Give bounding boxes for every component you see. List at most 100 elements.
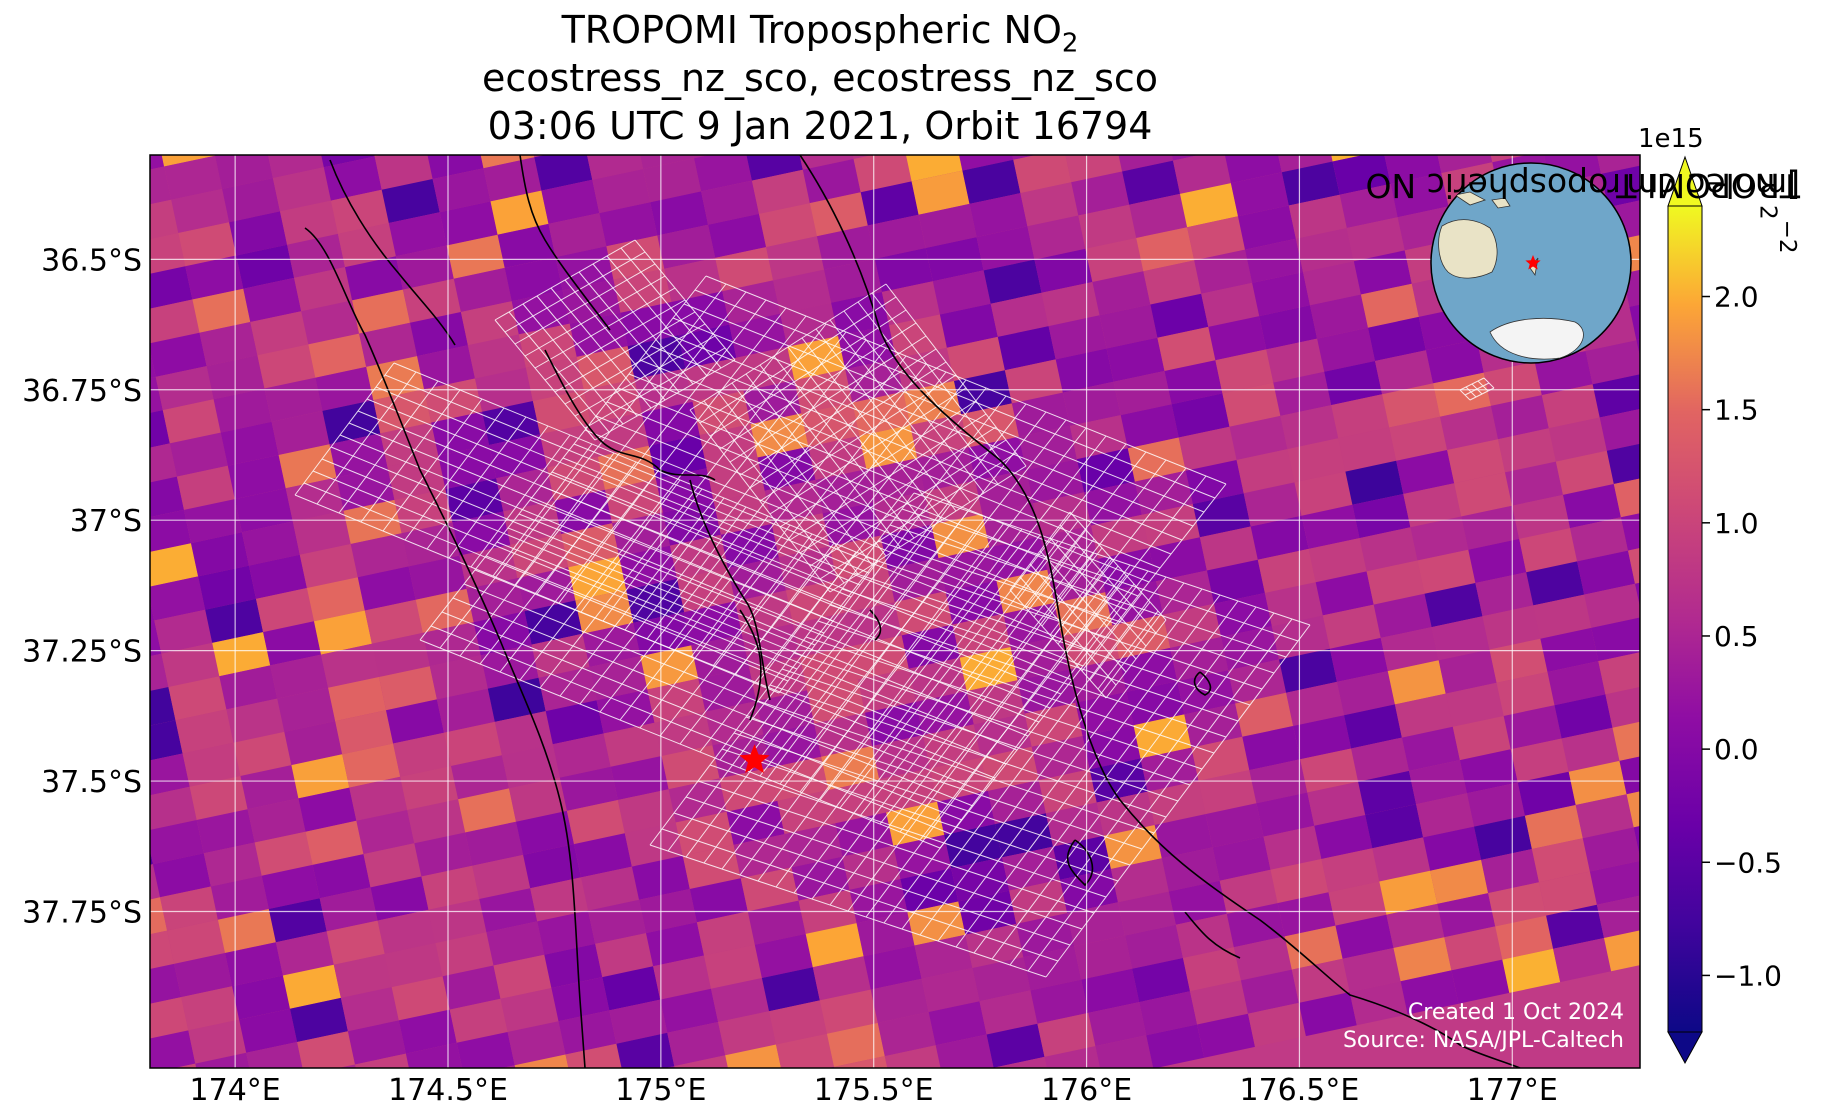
- no2-pixel: [1452, 716, 1511, 761]
- no2-pixel: [751, 169, 810, 214]
- no2-pixel: [1089, 758, 1148, 803]
- no2-pixel: [421, 865, 480, 910]
- colorbar-tick-label: −1.0: [1714, 959, 1782, 992]
- no2-pixel: [1568, 760, 1627, 805]
- no2-pixel: [287, 233, 345, 278]
- no2-pixel: [150, 720, 183, 761]
- no2-pixel: [268, 898, 327, 943]
- no2-pixel: [349, 776, 408, 821]
- colorbar-gradient: [1668, 206, 1702, 1032]
- no2-pixel: [1273, 371, 1332, 416]
- no2-pixel: [1315, 571, 1374, 616]
- no2-pixel: [1310, 294, 1368, 339]
- no2-pixel: [232, 975, 290, 1020]
- no2-pixel: [972, 957, 1031, 1002]
- no2-pixel: [999, 83, 1057, 127]
- no2-pixel: [1635, 582, 1640, 608]
- no2-pixel: [1373, 593, 1432, 638]
- no2-pixel: [1503, 705, 1562, 750]
- no2-pixel: [1570, 517, 1628, 562]
- no2-pixel: [715, 247, 774, 292]
- no2-pixel: [1694, 352, 1752, 396]
- no2-pixel: [479, 888, 538, 933]
- no2-pixel: [1281, 161, 1340, 206]
- no2-pixel: [511, 290, 570, 335]
- no2-pixel: [150, 600, 155, 622]
- x-axis-ticks: 174°E 174.5°E 175°E 175.5°E 176°E 176.5°E 177°…: [190, 1073, 1558, 1108]
- no2-pixel: [205, 598, 264, 643]
- no2-pixel: [1294, 471, 1353, 516]
- no2-pixel: [905, 155, 963, 182]
- no2-pixel: [842, 845, 901, 890]
- no2-pixel: [299, 544, 358, 588]
- no2-pixel: [438, 445, 497, 490]
- no2-pixel: [800, 646, 858, 691]
- no2-pixel: [592, 169, 651, 214]
- no2-pixel: [256, 588, 314, 633]
- no2-pixel: [1461, 505, 1520, 550]
- no2-pixel: [1431, 616, 1490, 661]
- no2-pixel: [1004, 359, 1063, 404]
- no2-pixel: [814, 712, 873, 757]
- no2-pixel: [1257, 548, 1316, 593]
- no2-pixel: [1069, 415, 1128, 460]
- no2-pixel: [1184, 703, 1243, 748]
- no2-pixel: [989, 536, 1048, 581]
- no2-pixel: [1190, 980, 1248, 1025]
- no2-pixel: [1548, 417, 1607, 462]
- no2-pixel: [1149, 537, 1207, 582]
- no2-pixel: [393, 732, 451, 777]
- no2-pixel: [1339, 183, 1398, 228]
- no2-pixel: [150, 266, 193, 309]
- no2-pixel: [314, 610, 372, 655]
- no2-pixel: [1314, 815, 1373, 859]
- no2-pixel: [554, 489, 613, 534]
- no2-pixel: [510, 534, 569, 579]
- no2-pixel: [398, 1009, 457, 1054]
- no2-pixel: [1164, 360, 1223, 405]
- no2-pixel: [89, 554, 147, 598]
- no2-pixel: [174, 1063, 197, 1068]
- no2-pixel: [603, 722, 662, 767]
- no2-pixel: [290, 997, 348, 1042]
- no2-pixel: [1490, 395, 1549, 440]
- no2-pixel: [1016, 913, 1075, 958]
- no2-pixel: [203, 842, 262, 887]
- no2-pixel: [306, 577, 365, 622]
- no2-pixel: [391, 976, 450, 1021]
- no2-pixel: [1298, 992, 1357, 1037]
- no2-pixel: [764, 479, 823, 524]
- no2-pixel: [150, 233, 186, 274]
- no2-pixel: [162, 399, 221, 444]
- no2-pixel: [1106, 337, 1165, 382]
- no2-pixel: [371, 632, 430, 677]
- no2-pixel: [370, 876, 429, 921]
- no2-pixel: [1481, 849, 1539, 894]
- no2-pixel: [336, 466, 395, 511]
- no2-pixel: [1180, 183, 1238, 228]
- swath-footprints: [294, 239, 1495, 978]
- no2-pixel: [215, 155, 273, 189]
- no2-pixel: [1360, 283, 1419, 328]
- no2-pixel: [1074, 935, 1133, 980]
- no2-pixel: [1113, 371, 1172, 416]
- no2-pixel: [452, 511, 511, 556]
- no2-pixel: [428, 899, 487, 944]
- no2-pixel: [809, 192, 868, 237]
- no2-pixel: [374, 155, 382, 157]
- no2-pixel: [1221, 626, 1279, 671]
- no2-pixel: [1490, 155, 1527, 163]
- no2-pixel: [361, 79, 419, 123]
- no2-pixel: [805, 923, 864, 968]
- location-marker-star[interactable]: [739, 744, 770, 774]
- no2-pixel: [150, 443, 177, 483]
- no2-pixel: [524, 600, 583, 645]
- no2-pixel: [1445, 682, 1504, 727]
- no2-pixel: [473, 611, 532, 656]
- no2-pixel: [1287, 438, 1346, 483]
- no2-pixel: [400, 766, 459, 810]
- no2-pixel: [1286, 681, 1344, 726]
- no2-pixel: [494, 711, 553, 756]
- no2-pixel: [1259, 305, 1318, 350]
- no2-pixel: [1331, 155, 1364, 162]
